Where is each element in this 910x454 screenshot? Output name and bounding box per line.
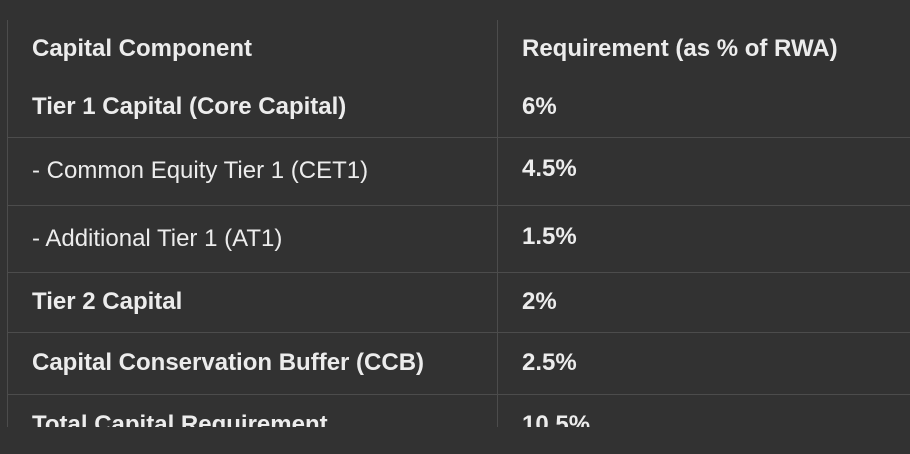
- row-component-cell: Total Capital Requirement: [7, 394, 498, 427]
- row-requirement-cell: 2%: [522, 288, 557, 315]
- table-row: - Additional Tier 1 (AT1) 1.5%: [7, 205, 910, 272]
- row-component-cell: - Additional Tier 1 (AT1): [7, 205, 498, 272]
- row-requirement-cell: 6%: [522, 92, 557, 120]
- table-row: Capital Conservation Buffer (CCB) 2.5%: [7, 332, 910, 394]
- row-requirement-cell: 1.5%: [522, 222, 577, 250]
- table-row: Tier 2 Capital 2%: [7, 272, 910, 332]
- row-component-cell: Tier 2 Capital: [7, 272, 498, 332]
- table-viewport: Capital Component Requirement (as % of R…: [0, 20, 910, 427]
- row-component-cell: - Common Equity Tier 1 (CET1): [7, 137, 498, 205]
- table-row: - Common Equity Tier 1 (CET1) 4.5%: [7, 137, 910, 205]
- capital-requirements-table: Capital Component Requirement (as % of R…: [7, 20, 910, 427]
- column-header-capital-component: Capital Component: [7, 20, 498, 77]
- row-requirement-cell: 4.5%: [522, 155, 577, 182]
- row-requirement-cell: 2.5%: [522, 349, 577, 376]
- column-header-requirement: Requirement (as % of RWA): [522, 34, 838, 62]
- table-row: Total Capital Requirement 10.5%: [7, 394, 910, 427]
- table-header-row: Capital Component Requirement (as % of R…: [7, 20, 910, 77]
- table-row: Tier 1 Capital (Core Capital) 6%: [7, 77, 910, 137]
- row-requirement-cell: 10.5%: [522, 411, 591, 427]
- row-component-cell: Capital Conservation Buffer (CCB): [7, 332, 498, 394]
- row-component-cell: Tier 1 Capital (Core Capital): [7, 77, 498, 137]
